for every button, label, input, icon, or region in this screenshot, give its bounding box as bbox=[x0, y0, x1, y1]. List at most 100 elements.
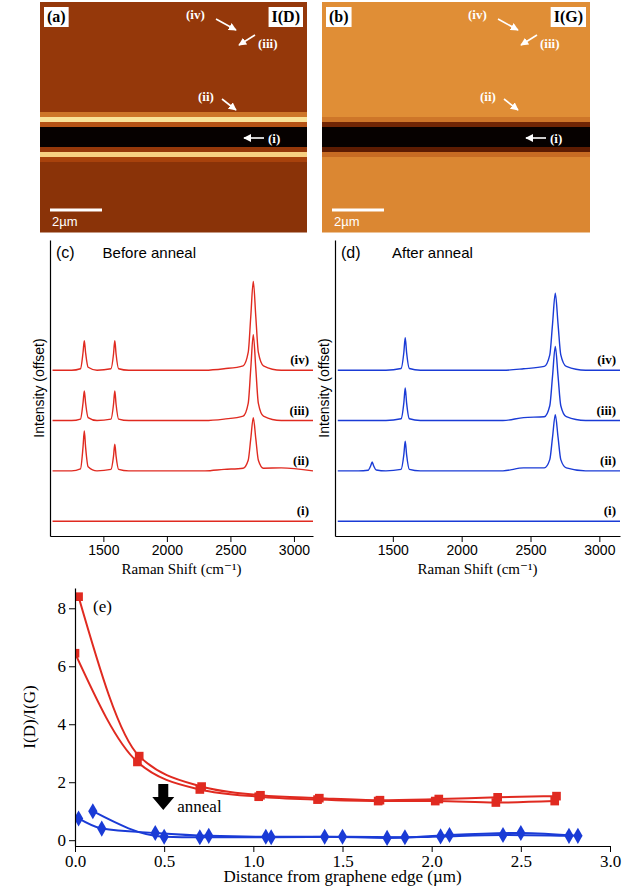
map-row bbox=[322, 182, 590, 188]
x-title: Raman Shift (cm⁻¹) bbox=[418, 561, 538, 578]
map-row bbox=[322, 117, 590, 123]
marker bbox=[516, 825, 525, 841]
map-row bbox=[322, 187, 590, 193]
tick-label: 2000 bbox=[447, 542, 478, 558]
marker bbox=[492, 798, 501, 807]
scale-bar-label: 2µm bbox=[52, 214, 78, 229]
ratio-panel: 0.00.51.01.52.02.53.002468(e)Distance fr… bbox=[20, 589, 621, 887]
marker bbox=[338, 829, 347, 845]
map-row bbox=[322, 197, 590, 203]
panel-label: (e) bbox=[93, 597, 112, 616]
x-axis: 1500200025003000 bbox=[51, 536, 314, 558]
map-row bbox=[322, 12, 590, 18]
marker bbox=[498, 827, 507, 843]
tick: 3.0 bbox=[600, 846, 621, 871]
annotation: (i) bbox=[268, 131, 280, 146]
map-row bbox=[40, 127, 307, 133]
tick-mark bbox=[69, 782, 75, 783]
map-row bbox=[40, 97, 307, 103]
tick-label: 4 bbox=[58, 715, 67, 734]
annotation: (iii) bbox=[258, 36, 278, 51]
x-axis: 1500200025003000 bbox=[336, 536, 621, 558]
map-panel: (a)I(D)(iv)(iii)(ii)(i)2µm bbox=[40, 2, 307, 233]
map-row bbox=[322, 52, 590, 58]
tick: 0.5 bbox=[154, 846, 175, 871]
spectrum bbox=[338, 347, 620, 421]
map-title: I(G) bbox=[554, 8, 583, 26]
scale-bar bbox=[50, 209, 102, 212]
map-title: I(D) bbox=[272, 8, 300, 26]
marker bbox=[445, 827, 454, 843]
spectrum bbox=[338, 521, 620, 522]
annotation-arrow bbox=[504, 99, 518, 110]
map-row bbox=[322, 177, 590, 183]
map-row bbox=[322, 17, 590, 23]
series-label: (iii) bbox=[597, 403, 617, 418]
map-row bbox=[40, 52, 307, 58]
annotation: (iv) bbox=[468, 7, 487, 22]
tick-label: 1500 bbox=[378, 542, 409, 558]
annotation-arrow bbox=[216, 19, 236, 30]
map-row bbox=[322, 162, 590, 168]
map-row bbox=[322, 107, 590, 113]
tick: 4 bbox=[58, 715, 76, 734]
tick-label: 0.0 bbox=[65, 852, 86, 871]
tick-mark bbox=[69, 608, 75, 609]
map-row bbox=[40, 202, 307, 208]
map-row bbox=[40, 72, 307, 78]
tick-label: 6 bbox=[58, 657, 67, 676]
map-row bbox=[40, 177, 307, 183]
plot-area bbox=[53, 281, 313, 521]
series-label: (iv) bbox=[597, 352, 616, 367]
marker bbox=[160, 829, 169, 845]
annotation: anneal bbox=[177, 797, 222, 816]
map-row bbox=[322, 207, 590, 213]
map-row bbox=[322, 172, 590, 178]
map-panel: (b)I(G)(iv)(iii)(ii)(i)2µm bbox=[322, 2, 590, 233]
tick-label: 3000 bbox=[279, 542, 310, 558]
tick-mark bbox=[69, 724, 75, 725]
marker bbox=[267, 829, 276, 845]
annotation-arrow bbox=[244, 137, 264, 139]
marker bbox=[75, 810, 83, 826]
tick-mark bbox=[69, 840, 75, 841]
tick-label: 8 bbox=[58, 599, 67, 618]
plot-area bbox=[338, 293, 620, 521]
axis-line bbox=[51, 536, 314, 537]
figure: (a)I(D)(iv)(iii)(ii)(i)2µm(b)I(G)(iv)(ii… bbox=[0, 0, 629, 894]
map-row bbox=[40, 182, 307, 188]
tick: 2.5 bbox=[511, 846, 532, 871]
map-row bbox=[322, 152, 590, 158]
marker bbox=[374, 797, 383, 806]
map-row bbox=[322, 202, 590, 208]
spectrum bbox=[53, 418, 313, 471]
spectra-panel: (iv)(iii)(ii)(i)1500200025003000(c)Befor… bbox=[31, 241, 314, 579]
series-line bbox=[75, 653, 555, 802]
marker bbox=[313, 795, 322, 804]
tick: 3000 bbox=[279, 536, 310, 558]
annotation-arrow bbox=[498, 19, 518, 30]
map-row bbox=[322, 62, 590, 68]
tick: 6 bbox=[58, 657, 76, 676]
axis-line bbox=[335, 241, 336, 537]
tick-label: 2.5 bbox=[511, 852, 532, 871]
tick: 1500 bbox=[88, 536, 119, 558]
map-row bbox=[40, 112, 307, 118]
annotation-arrow bbox=[526, 137, 546, 139]
axis-line bbox=[50, 241, 51, 537]
map-row bbox=[40, 102, 307, 108]
map-row bbox=[40, 27, 307, 33]
map-row bbox=[322, 102, 590, 108]
map-row bbox=[40, 82, 307, 88]
tick-label: 2500 bbox=[215, 542, 246, 558]
annotation-arrow bbox=[239, 35, 255, 45]
spectrum bbox=[53, 281, 313, 370]
map-row bbox=[322, 167, 590, 173]
marker bbox=[550, 797, 559, 806]
map-row bbox=[40, 57, 307, 63]
panel-label-box bbox=[44, 7, 69, 27]
map-row bbox=[322, 67, 590, 73]
map-row bbox=[40, 167, 307, 173]
map-row bbox=[322, 87, 590, 93]
tick-label: 1500 bbox=[88, 542, 119, 558]
